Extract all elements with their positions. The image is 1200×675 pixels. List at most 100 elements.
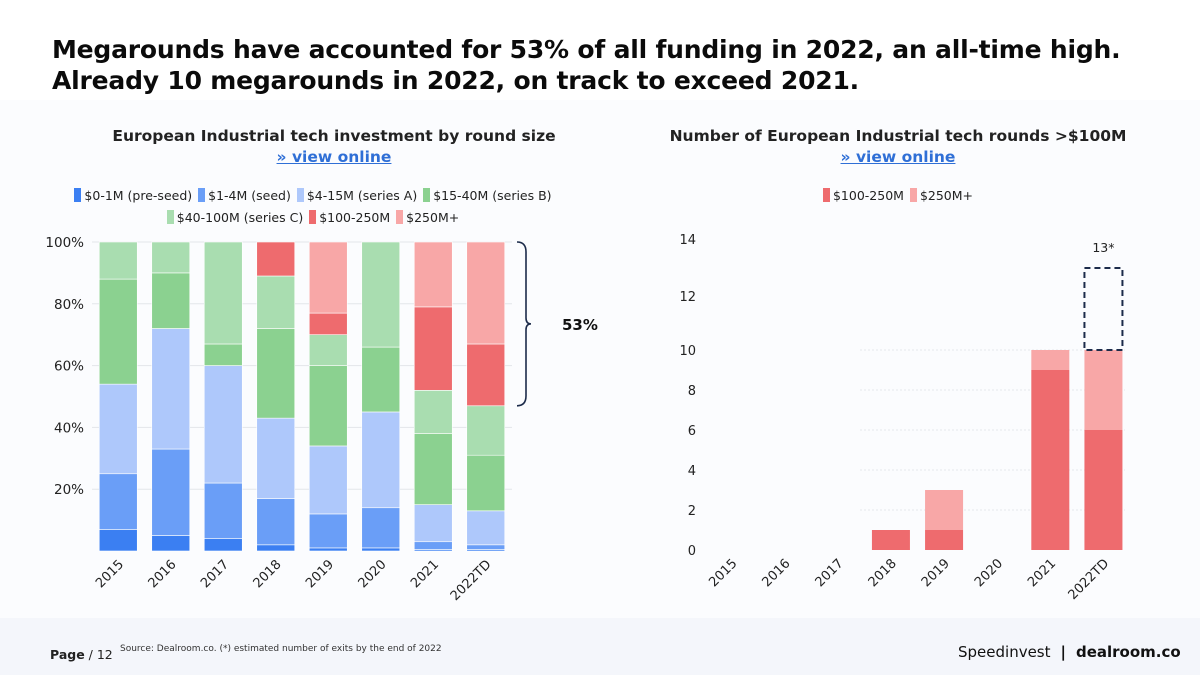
left-chart-bar-segment: [256, 417, 296, 499]
right-chart-legend-swatch: [822, 188, 830, 202]
left-chart-bar-segment: [203, 241, 243, 345]
left-chart-bar-segment: [203, 365, 243, 484]
right-chart-bar-segment: [871, 530, 910, 550]
brand-separator: |: [1060, 643, 1066, 661]
left-chart-legend-label: $100-250M: [319, 210, 391, 225]
left-chart-bar-segment: [413, 541, 453, 550]
speedinvest-logo: Speedinvest: [958, 643, 1051, 661]
right-chart-y-tick-label: 10: [679, 344, 696, 359]
right-chart-bar-segment: [925, 530, 964, 550]
right-chart-x-tick-label: 2015: [706, 556, 740, 590]
left-chart-bar-segment: [151, 272, 191, 329]
right-chart-y-tick-label: 8: [688, 384, 696, 399]
right-chart-bar-segment: [925, 490, 964, 530]
left-chart-x-tick-label: 2018: [251, 557, 285, 591]
left-chart-legend-label: $4-15M (series A): [306, 188, 418, 203]
left-chart-legend-item: $15-40M (series B): [423, 185, 552, 207]
right-chart-bar-segment: [1031, 370, 1070, 550]
left-chart-legend-swatch: [396, 210, 404, 224]
left-chart-legend-label: $0-1M (pre-seed): [84, 188, 193, 203]
dealroom-logo: dealroom.co: [1075, 643, 1181, 661]
headline-line-2: Already 10 megarounds in 2022, on track …: [52, 66, 859, 95]
left-chart-bar-segment: [361, 346, 401, 413]
left-chart-bar-segment: [466, 405, 506, 456]
left-chart-bar-segment: [308, 513, 348, 549]
right-chart-legend-item: $100-250M: [822, 185, 904, 207]
left-chart-bar-segment: [361, 411, 401, 509]
right-chart-bar-segment: [1084, 350, 1123, 430]
left-chart-legend-label: $1-4M (seed): [208, 188, 291, 203]
left-chart-legend-item: $0-1M (pre-seed): [74, 185, 192, 207]
right-chart-legend-item: $250M+: [909, 185, 974, 207]
left-chart-legend-item: $4-15M (series A): [296, 185, 418, 207]
left-chart-bar-segment: [308, 312, 348, 336]
left-chart-x-tick-label: 2016: [146, 557, 180, 591]
source-note: Source: Dealroom.co. (*) estimated numbe…: [120, 644, 442, 654]
left-chart-bar-segment: [203, 538, 243, 552]
brand-logos: Speedinvest | dealroom.co: [958, 643, 1181, 661]
right-chart-view-online-link[interactable]: » view online: [840, 148, 956, 166]
left-chart-x-tick-label: 2022TD: [448, 557, 495, 604]
left-chart-y-tick-label: 60%: [54, 359, 84, 375]
left-chart-bar-segment: [98, 241, 138, 280]
right-chart-bar-segment: [1031, 350, 1070, 370]
left-chart-bar-segment: [98, 383, 138, 475]
left-chart-bar-segment: [413, 390, 453, 434]
left-chart-bar-segment: [308, 241, 348, 314]
right-chart-y-tick-label: 4: [688, 464, 696, 479]
left-chart-bar-segment: [203, 343, 243, 366]
left-chart-legend-item: $1-4M (seed): [198, 185, 291, 207]
left-chart-bar-segment: [308, 365, 348, 447]
right-chart-projection-box: [1083, 267, 1124, 351]
right-chart-x-tick-label: 2019: [919, 556, 953, 590]
left-chart-view-online-link[interactable]: » view online: [276, 148, 392, 166]
right-chart-y-tick-label: 6: [688, 424, 696, 439]
left-chart-y-tick-label: 40%: [54, 420, 84, 436]
left-chart-bar-segment: [308, 334, 348, 366]
left-chart-legend-item: $40-100M (series C): [166, 207, 303, 229]
left-chart-legend-swatch: [166, 210, 174, 224]
right-chart-bar-segment: [1084, 430, 1123, 550]
left-chart-bar-segment: [466, 544, 506, 550]
right-chart-legend-label: $250M+: [919, 188, 974, 203]
left-chart-legend-item: $100-250M: [309, 207, 390, 229]
right-chart-y-tick-label: 2: [688, 504, 696, 519]
right-chart-x-tick-label: 2016: [760, 556, 794, 590]
left-chart-bar-segment: [413, 241, 453, 308]
left-chart-legend-swatch: [309, 210, 317, 224]
left-chart-bar-segment: [151, 535, 191, 552]
left-chart-x-tick-label: 2019: [303, 557, 337, 591]
left-chart-bar-segment: [308, 445, 348, 515]
right-chart-x-tick-label: 2021: [1025, 556, 1059, 590]
left-chart-bar-segment: [466, 454, 506, 512]
left-chart-bar-segment: [98, 473, 138, 530]
left-chart-legend-swatch: [423, 188, 431, 202]
left-chart-legend-swatch: [74, 188, 82, 202]
left-chart-y-tick-label: 100%: [45, 235, 84, 251]
left-chart-bracket: [516, 241, 532, 407]
left-chart-bar-segment: [203, 482, 243, 539]
left-chart-title: European Industrial tech investment by r…: [112, 127, 556, 145]
left-chart-bar-segment: [466, 241, 506, 345]
footer: [0, 618, 1200, 675]
headline: Megarounds have accounted for 53% of all…: [52, 34, 1121, 96]
left-chart-bar-segment: [256, 328, 296, 419]
right-chart-y-tick-label: 14: [679, 233, 696, 248]
left-chart-bar-segment: [361, 241, 401, 348]
left-chart-x-tick-label: 2015: [93, 557, 127, 591]
left-chart-bar-segment: [151, 448, 191, 536]
right-chart-x-tick-label: 2022TD: [1066, 556, 1113, 603]
left-chart-bar-segment: [98, 278, 138, 385]
right-chart-title: Number of European Industrial tech round…: [669, 127, 1127, 145]
left-chart-bar-segment: [256, 241, 296, 277]
left-chart-bar-segment: [413, 306, 453, 391]
left-chart-x-tick-label: 2020: [356, 557, 390, 591]
left-chart-bar-segment: [361, 507, 401, 549]
right-chart-y-tick-label: 12: [679, 290, 696, 305]
left-chart-bar-segment: [256, 544, 296, 552]
right-chart-x-tick-label: 2020: [972, 556, 1006, 590]
page-indicator: Page / 12: [50, 647, 113, 662]
left-chart-bar-segment: [151, 328, 191, 450]
right-chart-legend-label: $100-250M: [832, 188, 904, 203]
